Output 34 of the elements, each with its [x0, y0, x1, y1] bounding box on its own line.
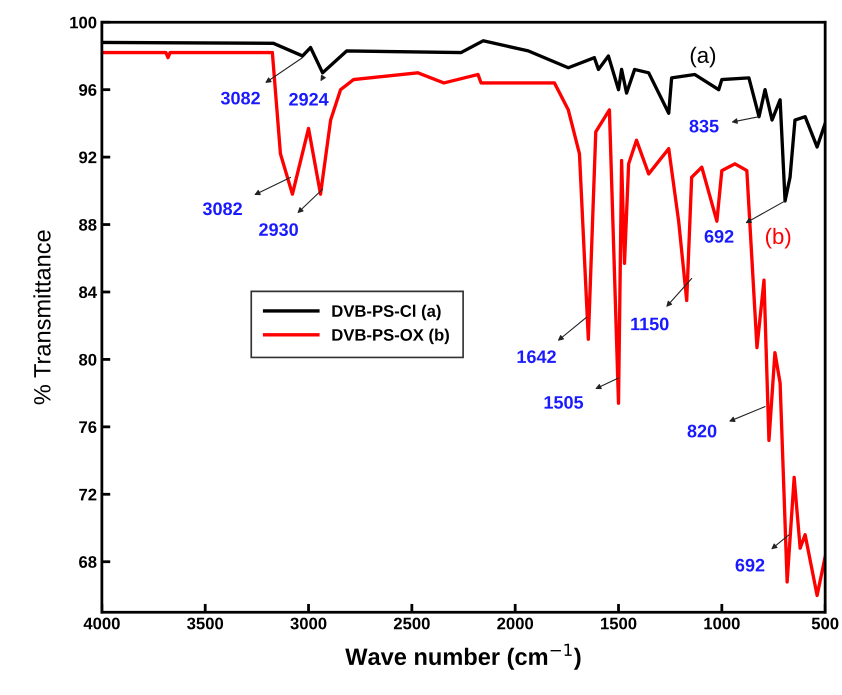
y-tick-label: 68 [79, 556, 97, 568]
annotation: 2930 [259, 223, 298, 236]
legend-label: DVB-PS-Cl (a) [332, 304, 441, 320]
x-axis-title: Wave number (cm$^{−1}$) [345, 644, 581, 670]
annotation: 1150 [631, 318, 669, 330]
annotation: 1505 [544, 396, 584, 409]
y-tick-label: 84 [79, 286, 97, 298]
y-tick-label: 80 [79, 354, 96, 366]
x-tick-label: 1500 [601, 618, 636, 630]
x-tick-label: 1000 [704, 618, 740, 630]
x-tick-label: 2500 [394, 618, 430, 630]
y-tick-label: 72 [79, 488, 96, 500]
annotation: 2924 [289, 92, 329, 106]
annotation: 692 [704, 230, 734, 243]
annotation: 835 [690, 120, 719, 133]
legend-label: DVB-PS-OX (b) [332, 328, 449, 344]
annotation: 820 [688, 424, 716, 438]
annotation: 3082 [220, 92, 260, 105]
annotation: 3082 [202, 202, 242, 216]
x-tick-label: 3500 [187, 618, 224, 630]
y-tick-label: 100 [70, 16, 96, 28]
x-tick-label: 4000 [84, 618, 120, 630]
x-tick-label: 3000 [290, 618, 326, 630]
annotation: 692 [736, 558, 764, 572]
y-axis-title: % Transmittance [33, 230, 51, 404]
x-tick-label: 500 [812, 618, 838, 630]
y-tick-label: 88 [79, 218, 97, 231]
annotation: 1642 [518, 350, 556, 364]
annotation: (b) [766, 228, 790, 249]
y-tick-label: 92 [79, 152, 96, 164]
y-tick-label: 96 [79, 84, 96, 96]
annotation: (a) [690, 46, 716, 68]
y-tick-label: 76 [79, 421, 96, 434]
x-tick-label: 2000 [497, 618, 534, 630]
